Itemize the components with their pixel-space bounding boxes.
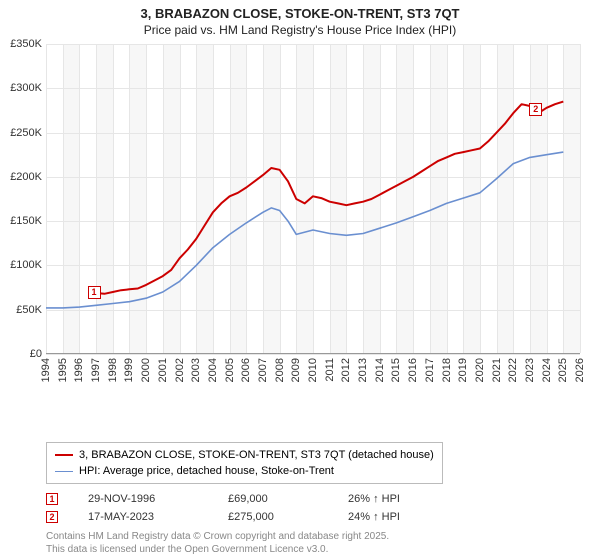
legend-label: HPI: Average price, detached house, Stok…: [79, 463, 334, 479]
x-axis-label: 2026: [574, 358, 586, 382]
price-paid-diff: 26% ↑ HPI: [348, 490, 400, 508]
price-paid-date: 29-NOV-1996: [88, 490, 198, 508]
x-gridline: [580, 44, 581, 353]
x-axis-label: 2025: [557, 358, 569, 382]
x-axis-label: 2021: [491, 358, 503, 382]
legend-and-footer: 3, BRABAZON CLOSE, STOKE-ON-TRENT, ST3 7…: [46, 442, 580, 556]
x-axis-label: 2016: [407, 358, 419, 382]
x-axis-label: 1999: [123, 358, 135, 382]
y-axis-label: £50K: [0, 304, 42, 316]
y-axis-label: £0: [0, 348, 42, 360]
x-axis-label: 2020: [474, 358, 486, 382]
price-paid-row-marker: 1: [46, 493, 58, 505]
legend-row: 3, BRABAZON CLOSE, STOKE-ON-TRENT, ST3 7…: [55, 447, 434, 463]
chart-area: £0£50K£100K£150K£200K£250K£300K£350K1994…: [46, 44, 580, 394]
legend-swatch: [55, 454, 73, 456]
x-axis-label: 2019: [457, 358, 469, 382]
price-paid-marker: 1: [88, 286, 101, 299]
x-axis-label: 2023: [524, 358, 536, 382]
y-axis-label: £300K: [0, 82, 42, 94]
price-paid-row: 2 17-MAY-2023 £275,000 24% ↑ HPI: [46, 508, 580, 526]
x-axis-label: 2010: [307, 358, 319, 382]
x-axis-label: 1998: [107, 358, 119, 382]
price-paid-diff: 24% ↑ HPI: [348, 508, 400, 526]
price-paid-row-marker: 2: [46, 511, 58, 523]
y-axis-label: £100K: [0, 259, 42, 271]
x-axis-label: 1997: [90, 358, 102, 382]
series-line: [46, 152, 563, 308]
title-block: 3, BRABAZON CLOSE, STOKE-ON-TRENT, ST3 7…: [0, 0, 600, 37]
x-axis-label: 2018: [441, 358, 453, 382]
x-axis-label: 2009: [290, 358, 302, 382]
x-axis-label: 2011: [324, 358, 336, 382]
x-axis-label: 2012: [340, 358, 352, 382]
chart-subtitle: Price paid vs. HM Land Registry's House …: [0, 23, 600, 37]
x-axis-label: 2022: [507, 358, 519, 382]
price-paid-row: 1 29-NOV-1996 £69,000 26% ↑ HPI: [46, 490, 580, 508]
price-paid-marker: 2: [529, 103, 542, 116]
x-axis-label: 2005: [224, 358, 236, 382]
line-series-svg: [46, 44, 580, 354]
legend-row: HPI: Average price, detached house, Stok…: [55, 463, 434, 479]
x-axis-label: 2000: [140, 358, 152, 382]
x-axis-label: 2024: [541, 358, 553, 382]
x-axis-label: 2017: [424, 358, 436, 382]
x-axis-label: 2015: [390, 358, 402, 382]
attribution-line: This data is licensed under the Open Gov…: [46, 543, 580, 556]
attribution-line: Contains HM Land Registry data © Crown c…: [46, 530, 580, 543]
legend-swatch: [55, 471, 73, 472]
attribution-text: Contains HM Land Registry data © Crown c…: [46, 530, 580, 556]
y-axis-label: £250K: [0, 127, 42, 139]
x-axis-label: 2007: [257, 358, 269, 382]
chart-title: 3, BRABAZON CLOSE, STOKE-ON-TRENT, ST3 7…: [0, 6, 600, 21]
x-axis-label: 2006: [240, 358, 252, 382]
x-axis-label: 2004: [207, 358, 219, 382]
chart-container: 3, BRABAZON CLOSE, STOKE-ON-TRENT, ST3 7…: [0, 0, 600, 560]
x-axis-label: 1994: [40, 358, 52, 382]
y-axis-label: £150K: [0, 215, 42, 227]
price-paid-amount: £69,000: [228, 490, 318, 508]
x-axis-label: 2001: [157, 358, 169, 382]
y-axis-label: £200K: [0, 171, 42, 183]
plot-region: £0£50K£100K£150K£200K£250K£300K£350K1994…: [46, 44, 580, 354]
x-axis-label: 1996: [73, 358, 85, 382]
x-axis-label: 2008: [274, 358, 286, 382]
x-axis-label: 2002: [174, 358, 186, 382]
price-paid-amount: £275,000: [228, 508, 318, 526]
series-line: [94, 102, 563, 294]
x-axis-label: 2013: [357, 358, 369, 382]
y-axis-label: £350K: [0, 38, 42, 50]
legend-label: 3, BRABAZON CLOSE, STOKE-ON-TRENT, ST3 7…: [79, 447, 434, 463]
x-axis-label: 2003: [190, 358, 202, 382]
x-axis-label: 2014: [374, 358, 386, 382]
price-paid-date: 17-MAY-2023: [88, 508, 198, 526]
x-axis-label: 1995: [57, 358, 69, 382]
y-gridline: [46, 354, 580, 355]
legend-box: 3, BRABAZON CLOSE, STOKE-ON-TRENT, ST3 7…: [46, 442, 443, 484]
price-paid-table: 1 29-NOV-1996 £69,000 26% ↑ HPI 2 17-MAY-2023…: [46, 490, 580, 526]
